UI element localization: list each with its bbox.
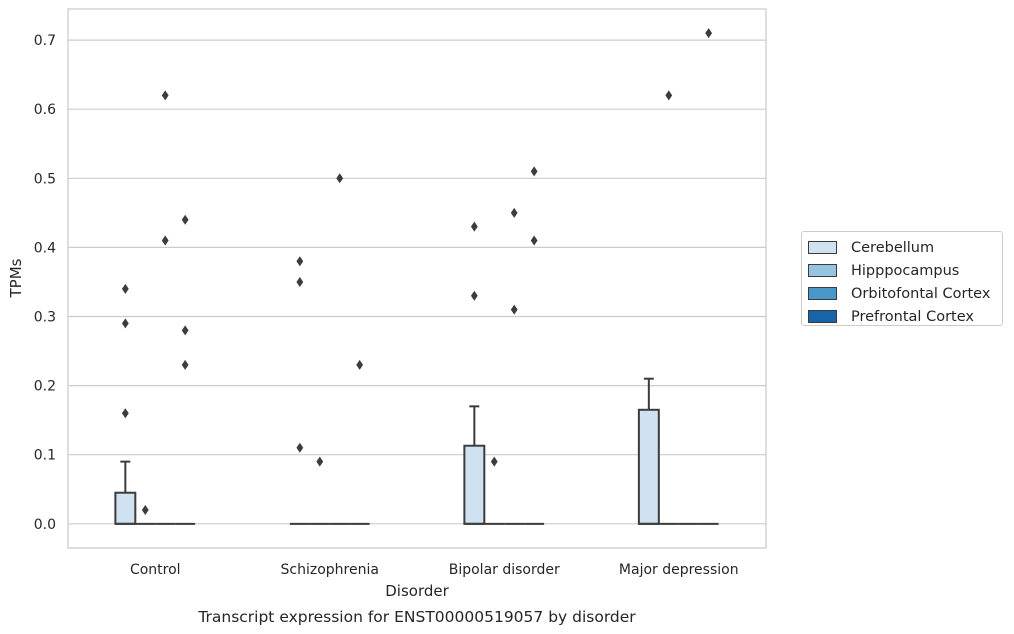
outlier-point bbox=[181, 214, 189, 225]
box-3-3 bbox=[698, 28, 719, 525]
y-tick-label: 0.7 bbox=[34, 33, 56, 49]
y-tick-label: 0.1 bbox=[34, 448, 56, 464]
outlier-point bbox=[530, 235, 538, 246]
box-2-3 bbox=[524, 166, 545, 525]
x-tick-labels: Control Schizophrenia Bipolar disorder Majo… bbox=[130, 562, 739, 578]
outlier-point bbox=[296, 442, 304, 453]
x-tick-label: Bipolar disorder bbox=[449, 562, 560, 578]
box-0-1 bbox=[135, 504, 156, 525]
y-tick-label: 0.5 bbox=[34, 171, 56, 187]
outlier-point bbox=[121, 283, 129, 294]
legend-swatch-hippocampus bbox=[808, 264, 837, 277]
x-tick-label: Major depression bbox=[619, 562, 739, 578]
x-tick-label: Control bbox=[130, 562, 181, 578]
legend-item-prefrontal-cortex: Prefrontal Cortex bbox=[808, 305, 1002, 328]
box-2-2 bbox=[504, 207, 525, 525]
outlier-point bbox=[181, 359, 189, 370]
outlier-point bbox=[316, 456, 324, 467]
box-body bbox=[463, 444, 486, 525]
y-axis-label: TPMs bbox=[7, 258, 25, 298]
outlier-point bbox=[121, 318, 129, 329]
plot-area-frame bbox=[67, 8, 767, 549]
outlier-point bbox=[510, 207, 518, 218]
outlier-point bbox=[470, 221, 478, 232]
plot-area-background bbox=[68, 9, 766, 548]
outlier-point bbox=[356, 359, 364, 370]
outlier-point bbox=[181, 325, 189, 336]
box-body bbox=[114, 491, 137, 525]
legend-item-orbitofrontal-cortex: Orbitofontal Cortex bbox=[808, 282, 1002, 305]
y-tick-label: 0.0 bbox=[34, 517, 56, 533]
legend-label: Orbitofontal Cortex bbox=[851, 285, 991, 302]
legend-item-hippocampus: Hipppocampus bbox=[808, 259, 1002, 282]
chart-caption: Transcript expression for ENST0000051905… bbox=[197, 608, 636, 626]
outlier-point bbox=[121, 408, 129, 419]
x-tick-label: Schizophrenia bbox=[281, 562, 379, 578]
legend-swatch-prefrontal-cortex bbox=[808, 310, 837, 323]
outlier-point bbox=[296, 256, 304, 267]
legend-item-cerebellum: Cerebellum bbox=[808, 236, 1002, 259]
legend: Cerebellum Hipppocampus Orbitofontal Cor… bbox=[801, 231, 1003, 326]
box-1-1 bbox=[309, 456, 330, 525]
outlier-point bbox=[470, 290, 478, 301]
box-body bbox=[637, 408, 660, 525]
x-axis-label: Disorder bbox=[385, 582, 449, 600]
y-tick-label: 0.4 bbox=[34, 240, 56, 256]
box-1-2 bbox=[329, 173, 350, 525]
legend-label: Cerebellum bbox=[851, 239, 935, 256]
y-tick-label: 0.2 bbox=[34, 379, 56, 395]
box-1-3 bbox=[349, 359, 370, 525]
legend-label: Hipppocampus bbox=[851, 262, 960, 279]
y-tick-label: 0.6 bbox=[34, 102, 56, 118]
box-3-1 bbox=[658, 90, 679, 525]
outlier-point bbox=[665, 90, 673, 101]
outlier-point bbox=[490, 456, 498, 467]
outlier-point bbox=[530, 166, 538, 177]
y-tick-label: 0.3 bbox=[34, 310, 56, 326]
box-2-1 bbox=[484, 456, 505, 525]
y-tick-labels: 0.0 0.1 0.2 0.3 0.4 0.5 0.6 0.7 bbox=[34, 33, 56, 533]
box-0-2 bbox=[155, 90, 176, 525]
outlier-point bbox=[296, 276, 304, 287]
outlier-point bbox=[510, 304, 518, 315]
legend-swatch-cerebellum bbox=[808, 241, 837, 254]
outlier-point bbox=[141, 504, 149, 515]
box-3-0 bbox=[637, 377, 660, 525]
outlier-point bbox=[336, 173, 344, 184]
outlier-point bbox=[161, 90, 169, 101]
legend-label: Prefrontal Cortex bbox=[851, 308, 974, 325]
box-0-3 bbox=[175, 214, 196, 525]
outlier-point bbox=[705, 28, 713, 39]
box-1-0 bbox=[289, 256, 310, 525]
legend-swatch-orbitofrontal-cortex bbox=[808, 287, 837, 300]
box-0-0 bbox=[114, 283, 137, 525]
box-2-0 bbox=[463, 221, 486, 525]
outlier-point bbox=[161, 235, 169, 246]
box-marks bbox=[114, 28, 719, 525]
